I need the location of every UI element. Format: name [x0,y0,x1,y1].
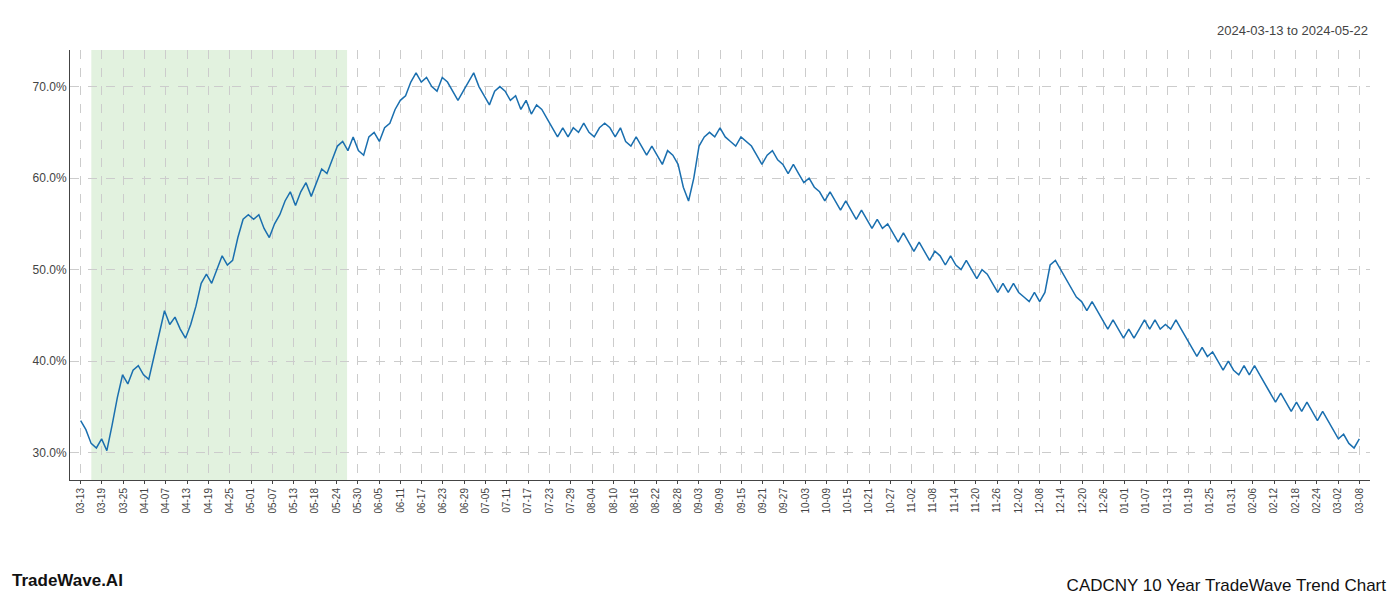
svg-text:05-01: 05-01 [245,488,256,514]
svg-text:07-05: 07-05 [480,488,491,514]
svg-text:11-14: 11-14 [949,488,960,513]
svg-text:08-28: 08-28 [672,488,683,514]
svg-text:05-07: 05-07 [267,488,278,514]
svg-text:11-20: 11-20 [970,488,981,513]
svg-text:12-26: 12-26 [1098,488,1109,514]
svg-text:CADCNY 10 Year TradeWave Trend: CADCNY 10 Year TradeWave Trend Chart [1067,576,1387,595]
svg-text:TradeWave.AI: TradeWave.AI [12,571,123,590]
svg-text:03-25: 03-25 [118,488,129,514]
svg-text:09-27: 09-27 [778,488,789,514]
svg-text:02-12: 02-12 [1268,488,1279,514]
svg-text:08-10: 08-10 [608,488,619,514]
svg-text:06-11: 06-11 [395,488,406,513]
svg-text:04-13: 04-13 [181,488,192,514]
svg-text:11-02: 11-02 [906,488,917,513]
svg-text:06-23: 06-23 [437,488,448,514]
svg-text:09-21: 09-21 [757,488,768,514]
svg-text:07-11: 07-11 [501,488,512,513]
svg-text:09-09: 09-09 [714,488,725,514]
svg-text:01-31: 01-31 [1226,488,1237,514]
svg-text:06-17: 06-17 [416,488,427,514]
svg-text:09-03: 09-03 [693,488,704,514]
svg-text:2024-03-13 to 2024-05-22: 2024-03-13 to 2024-05-22 [1217,23,1368,38]
svg-text:30.0%: 30.0% [33,446,67,460]
svg-text:03-08: 03-08 [1354,488,1365,514]
svg-text:01-25: 01-25 [1204,488,1215,514]
svg-text:11-26: 11-26 [991,488,1002,513]
svg-text:04-25: 04-25 [224,488,235,514]
svg-text:03-02: 03-02 [1332,488,1343,514]
svg-text:04-07: 04-07 [160,488,171,514]
svg-text:08-04: 08-04 [586,488,597,514]
svg-text:01-19: 01-19 [1183,488,1194,514]
svg-text:12-20: 12-20 [1077,488,1088,514]
svg-text:10-03: 10-03 [800,488,811,514]
svg-text:05-24: 05-24 [331,488,342,514]
svg-text:03-19: 03-19 [96,488,107,514]
svg-text:12-08: 12-08 [1034,488,1045,514]
svg-text:08-16: 08-16 [629,488,640,514]
svg-text:06-05: 06-05 [373,488,384,514]
svg-text:02-24: 02-24 [1311,488,1322,514]
svg-text:01-01: 01-01 [1119,488,1130,514]
svg-text:05-30: 05-30 [352,488,363,514]
svg-text:01-07: 01-07 [1140,488,1151,514]
svg-text:08-22: 08-22 [650,488,661,514]
svg-text:05-18: 05-18 [309,488,320,514]
svg-text:10-09: 10-09 [821,488,832,514]
svg-text:07-23: 07-23 [544,488,555,514]
svg-text:12-02: 12-02 [1013,488,1024,514]
svg-text:07-17: 07-17 [522,488,533,514]
svg-text:40.0%: 40.0% [33,354,67,368]
svg-text:07-29: 07-29 [565,488,576,514]
svg-text:70.0%: 70.0% [33,80,67,94]
svg-text:60.0%: 60.0% [33,171,67,185]
svg-text:10-27: 10-27 [885,488,896,514]
svg-text:06-29: 06-29 [459,488,470,514]
svg-text:10-21: 10-21 [863,488,874,514]
svg-text:11-08: 11-08 [927,488,938,513]
svg-text:02-06: 02-06 [1247,488,1258,514]
svg-text:01-13: 01-13 [1162,488,1173,514]
svg-text:04-01: 04-01 [139,488,150,514]
svg-text:05-13: 05-13 [288,488,299,514]
svg-text:02-18: 02-18 [1290,488,1301,514]
svg-text:09-15: 09-15 [736,488,747,514]
svg-text:04-19: 04-19 [203,488,214,514]
svg-text:10-15: 10-15 [842,488,853,514]
svg-text:12-14: 12-14 [1055,488,1066,514]
svg-text:50.0%: 50.0% [33,263,67,277]
svg-text:03-13: 03-13 [75,488,86,514]
